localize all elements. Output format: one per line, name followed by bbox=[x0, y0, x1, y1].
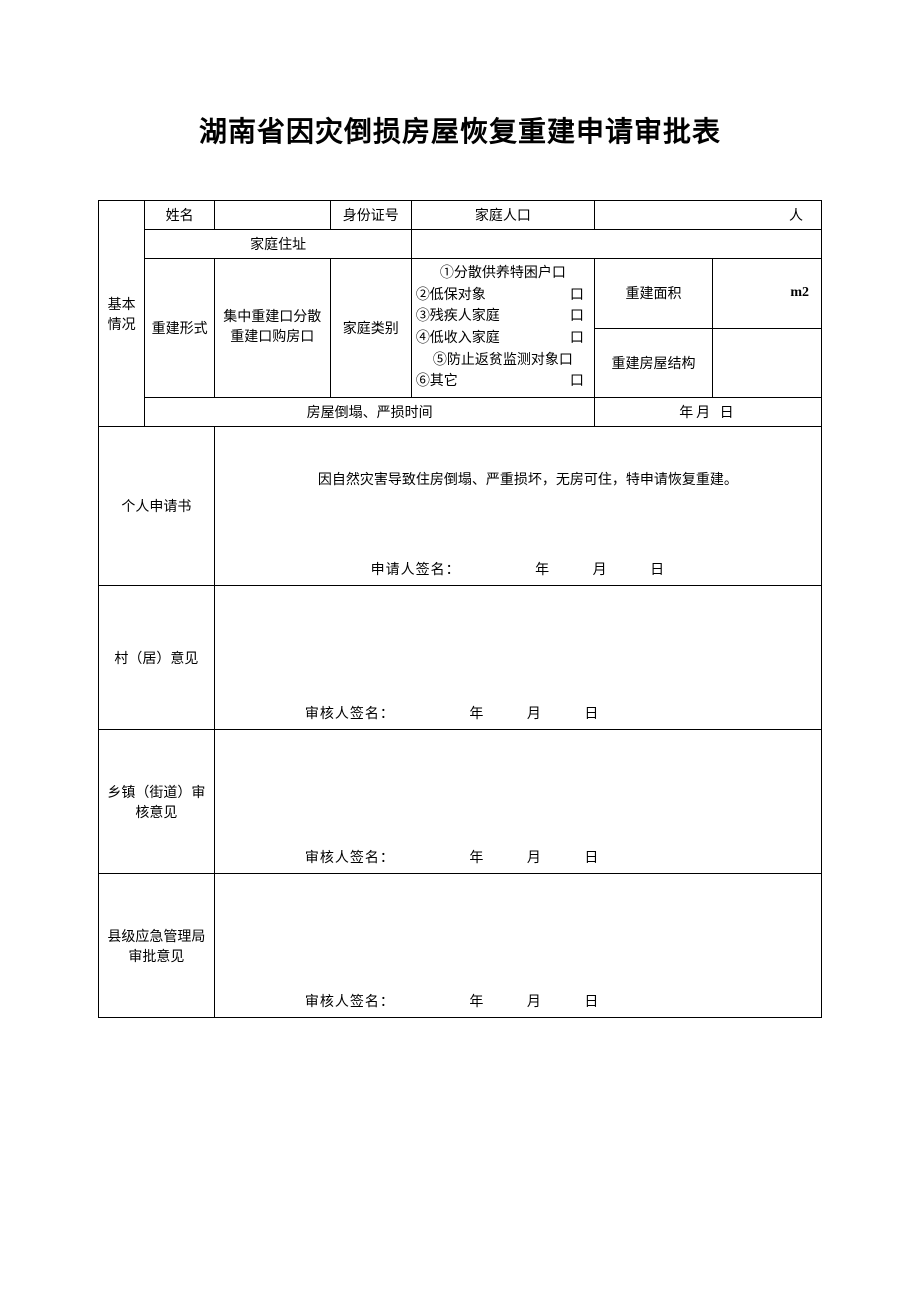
applicant-signature-line[interactable]: 申请人签名： 年 月 日 bbox=[215, 559, 821, 579]
label-village-opinion: 村（居）意见 bbox=[99, 586, 215, 730]
cat-opt-5[interactable]: ⑤防止返贫监测对象口 bbox=[416, 350, 590, 372]
section-basic-info: 基本情况 bbox=[99, 201, 145, 427]
value-rebuild-area[interactable]: m2 bbox=[713, 259, 822, 329]
label-id-no: 身份证号 bbox=[330, 201, 411, 230]
cat-opt-3[interactable]: ③残疾人家庭 bbox=[416, 306, 500, 328]
value-collapse-time[interactable]: 年月 日 bbox=[594, 398, 821, 427]
county-signature-line[interactable]: 审核人签名： 年 月 日 bbox=[215, 991, 821, 1011]
cat-opt-1[interactable]: ①分散供养特困户口 bbox=[416, 263, 590, 285]
label-name: 姓名 bbox=[145, 201, 215, 230]
label-personal-application: 个人申请书 bbox=[99, 427, 215, 586]
township-signature-line[interactable]: 审核人签名： 年 月 日 bbox=[215, 847, 821, 867]
value-rebuild-struct[interactable] bbox=[713, 328, 822, 398]
value-personal-application[interactable]: 因自然灾害导致住房倒塌、严重损坏，无房可住，特申请恢复重建。 申请人签名： 年 … bbox=[214, 427, 821, 586]
label-collapse-time: 房屋倒塌、严损时间 bbox=[145, 398, 595, 427]
application-body-text: 因自然灾害导致住房倒塌、严重损坏，无房可住，特申请恢复重建。 bbox=[245, 469, 811, 489]
village-signature-line[interactable]: 审核人签名： 年 月 日 bbox=[215, 703, 821, 723]
cat-opt-6[interactable]: ⑥其它 bbox=[416, 371, 458, 393]
value-rebuild-form[interactable]: 集中重建口分散重建口购房口 bbox=[214, 259, 330, 398]
value-family-category[interactable]: ①分散供养特困户口 ②低保对象口 ③残疾人家庭口 ④低收入家庭口 ⑤防止返贫监测… bbox=[411, 259, 594, 398]
label-family-category: 家庭类别 bbox=[330, 259, 411, 398]
value-township-opinion[interactable]: 审核人签名： 年 月 日 bbox=[214, 730, 821, 874]
label-rebuild-area: 重建面积 bbox=[594, 259, 712, 329]
cat-opt-2[interactable]: ②低保对象 bbox=[416, 285, 486, 307]
page-title: 湖南省因灾倒损房屋恢复重建申请审批表 bbox=[98, 110, 822, 150]
value-county-opinion[interactable]: 审核人签名： 年 月 日 bbox=[214, 874, 821, 1018]
application-form: 基本情况 姓名 身份证号 家庭人口 人 家庭住址 重建形式 集中重建口分散重建口… bbox=[98, 200, 822, 1018]
label-township-opinion: 乡镇（街道）审核意见 bbox=[99, 730, 215, 874]
label-rebuild-struct: 重建房屋结构 bbox=[594, 328, 712, 398]
value-village-opinion[interactable]: 审核人签名： 年 月 日 bbox=[214, 586, 821, 730]
label-county-opinion: 县级应急管理局审批意见 bbox=[99, 874, 215, 1018]
value-family-pop[interactable]: 人 bbox=[594, 201, 821, 230]
value-name[interactable] bbox=[214, 201, 330, 230]
label-family-addr: 家庭住址 bbox=[145, 230, 411, 259]
label-family-pop: 家庭人口 bbox=[411, 201, 594, 230]
cat-opt-4[interactable]: ④低收入家庭 bbox=[416, 328, 500, 350]
value-family-addr[interactable] bbox=[411, 230, 821, 259]
label-rebuild-form: 重建形式 bbox=[145, 259, 215, 398]
